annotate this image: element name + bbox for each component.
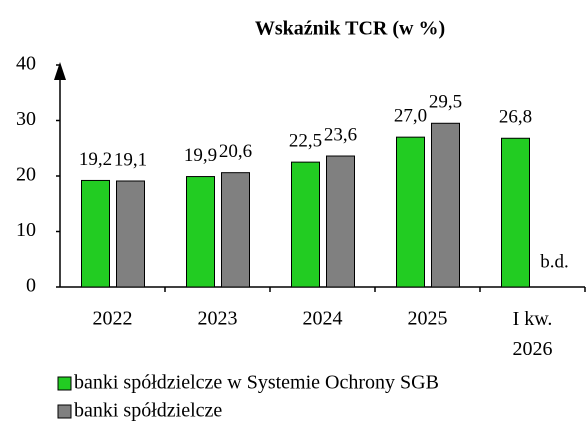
value-label: 19,2 xyxy=(79,149,112,170)
y-tick-label: 30 xyxy=(16,108,36,130)
x-tick-label: 2025 xyxy=(408,308,448,330)
x-tick-label: 2023 xyxy=(198,308,238,330)
bar xyxy=(291,161,320,288)
y-tick-label: 10 xyxy=(16,219,36,241)
y-tick-label: 0 xyxy=(26,275,36,297)
y-tick-label: 20 xyxy=(16,164,36,186)
value-label: 23,6 xyxy=(324,124,357,145)
value-label: 26,8 xyxy=(499,107,532,128)
bar xyxy=(396,136,425,288)
legend-label: banki spółdzielcze xyxy=(74,400,222,422)
bar xyxy=(116,180,145,288)
value-label: 22,5 xyxy=(289,130,322,151)
x-tick-label: 2022 xyxy=(93,308,133,330)
bar xyxy=(501,137,530,288)
value-label: 20,6 xyxy=(219,141,252,162)
bar xyxy=(431,122,460,288)
value-label: 27,0 xyxy=(394,106,427,127)
bar xyxy=(81,179,110,288)
value-label: 29,5 xyxy=(429,92,462,113)
bar xyxy=(326,155,355,288)
chart-title: Wskaźnik TCR (w %) xyxy=(255,18,445,40)
x-tick-label: I kw. 2026 xyxy=(513,308,553,360)
bar xyxy=(186,176,215,288)
value-label: 19,9 xyxy=(184,145,217,166)
legend-swatch xyxy=(57,404,72,419)
legend-label: banki spółdzielcze w Systemie Ochrony SG… xyxy=(74,372,439,394)
value-label: 19,1 xyxy=(114,149,147,170)
y-axis-arrow xyxy=(54,62,66,80)
bar xyxy=(221,172,250,288)
legend-swatch xyxy=(57,376,72,391)
x-tick-label: 2024 xyxy=(303,308,343,330)
value-label: b.d. xyxy=(540,251,569,272)
y-tick-label: 40 xyxy=(16,53,36,75)
